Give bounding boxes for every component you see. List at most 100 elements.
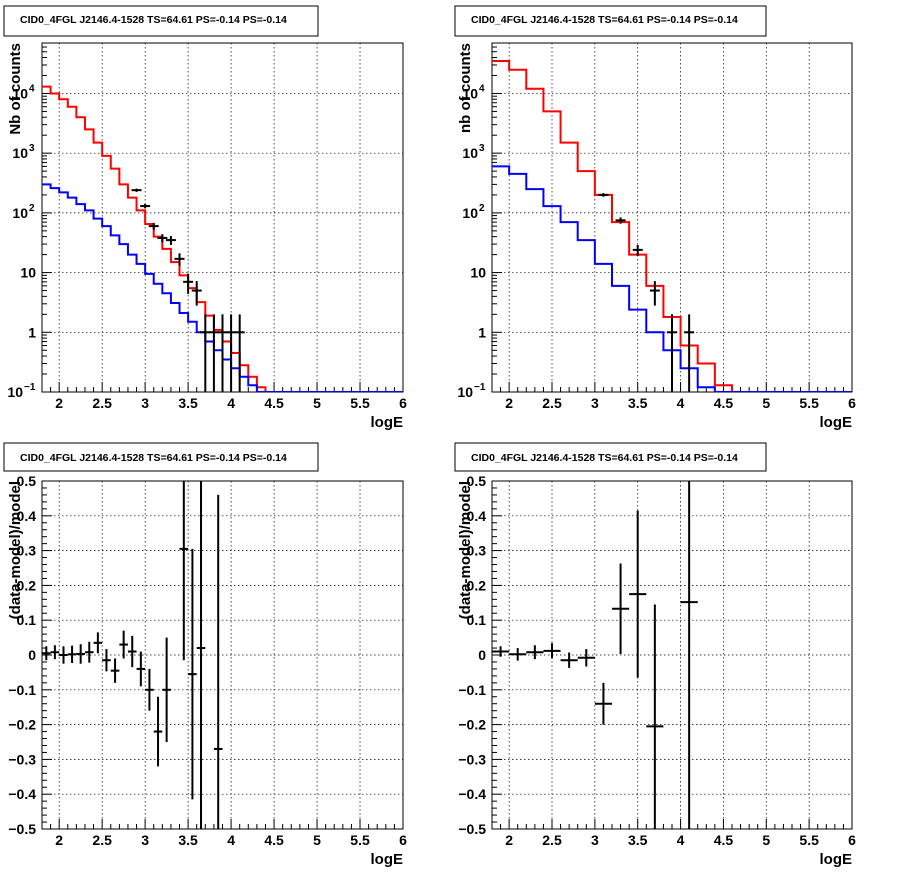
y-axis: −0.5 −0.4 −0.3 −0.2 −0.1 0 0.1 0.2 0.3 0.4 0.5(dat… [7,473,52,837]
data-point [136,651,146,687]
y-tick-label: −0.4 [458,786,486,802]
y-tick-label: 0.5 [17,473,37,489]
y-tick-label: −0.5 [458,821,486,837]
x-tick-label: 3 [591,395,599,411]
data-point [102,649,111,672]
y-axis-label: nb of counts [457,43,474,133]
data-point [76,644,85,664]
data-point [165,235,176,245]
x-tick-label: 6 [399,395,407,411]
y-tick-label: 10 [12,205,28,221]
y-tick-label: 0 [478,647,486,663]
y-tick-label: 0 [28,647,36,663]
x-tick-label: 2 [505,395,513,411]
x-tick-label: 5.5 [350,832,370,848]
grid-lines [42,480,404,830]
y-tick-label: 0.2 [467,577,487,593]
x-axis-label: logE [820,414,853,431]
x-tick-label: 2.5 [542,395,562,411]
x-tick-label: 4 [677,395,685,411]
y-axis-label: (data-model)/model [457,481,474,619]
y-tick-label: 0.5 [467,473,487,489]
plot-area [42,85,403,392]
y-tick-label: 0.4 [467,508,487,524]
data-point [234,314,245,392]
data-point [615,217,626,224]
data-point [148,222,159,230]
x-tick-label: 4.5 [714,395,734,411]
x-tick-label: 5 [313,832,321,848]
x-axis-label: logE [371,414,404,431]
x-tick-label: 5 [313,395,321,411]
x-tick-label: 4.5 [264,832,284,848]
y-tick-label: 10 [462,145,478,161]
chart-title: CID0_4FGL J2146.4-1528 TS=64.61 PS=-0.14… [20,14,287,26]
y-tick-exponent: 3 [479,143,485,154]
y-tick-label: 0.4 [17,508,37,524]
data-point [560,652,578,668]
x-axis: 2 2.5 3 3.5 4 4.5 5 5.5 6 logE [41,382,407,431]
x-tick-label: 3.5 [628,395,648,411]
data-point [208,314,219,392]
x-tick-label: 4 [227,395,235,411]
data-point [59,646,68,664]
title-box [3,5,319,37]
x-tick-label: 4.5 [714,832,734,848]
title-box [454,442,767,472]
x-axis: 2 2.5 3 3.5 4 4.5 5 5.5 6 logE [491,819,856,868]
y-tick-label: −0.1 [458,682,486,698]
x-tick-label: 2 [505,832,513,848]
data-point [632,244,643,256]
x-tick-label: 3 [141,395,149,411]
data-points [42,481,223,829]
x-tick-label: 2.5 [92,395,112,411]
y-tick-label: −0.3 [8,751,36,767]
data-point [629,510,647,678]
chart-title: CID0_4FGL J2146.4-1528 TS=64.61 PS=-0.14… [471,14,738,26]
data-point [543,643,561,659]
x-tick-label: 4 [677,832,685,848]
y-tick-exponent: 4 [479,83,485,94]
y-tick-label: −0.3 [458,751,486,767]
x-tick-label: 5 [762,832,770,848]
y-tick-exponent: 2 [479,203,485,214]
y-tick-exponent: 3 [29,143,35,154]
data-point [188,548,197,800]
data-point [84,641,94,663]
data-point [200,314,211,392]
data-point [93,632,103,654]
y-tick-label: −0.1 [8,682,36,698]
x-tick-label: 3.5 [628,832,648,848]
x-tick-label: 3.5 [178,832,198,848]
y-tick-exponent: −1 [474,382,486,393]
data-point [526,645,544,660]
chart-title: CID0_4FGL J2146.4-1528 TS=64.61 PS=-0.14… [20,452,287,464]
data-point [110,658,120,683]
data-point [42,646,51,661]
y-tick-exponent: −1 [24,382,36,393]
y-tick-label: 10 [462,85,478,101]
data-point [509,648,527,661]
y-tick-label: 0.1 [17,612,37,628]
x-axis-label: logE [820,851,853,868]
data-point [217,314,228,392]
data-point [667,314,677,392]
data-point [684,314,695,392]
y-tick-exponent: 4 [29,83,35,94]
data-point [183,273,194,294]
red-histogram-line [492,59,852,392]
plot-area [492,481,698,829]
y-tick-label: −0.2 [458,717,486,733]
y-tick-label: 10 [7,384,23,400]
chart-title: CID0_4FGL J2146.4-1528 TS=64.61 PS=-0.14… [471,452,738,464]
data-point [140,203,151,209]
x-tick-label: 3.5 [178,395,198,411]
x-axis-label: logE [371,851,404,868]
plot-area [492,59,852,392]
x-tick-label: 6 [848,832,856,848]
data-point [145,668,154,711]
chart-panel-3: CID0_4FGL J2146.4-1528 TS=64.61 PS=-0.14… [3,442,407,868]
data-point [153,696,163,767]
y-tick-label: 0.2 [17,577,37,593]
